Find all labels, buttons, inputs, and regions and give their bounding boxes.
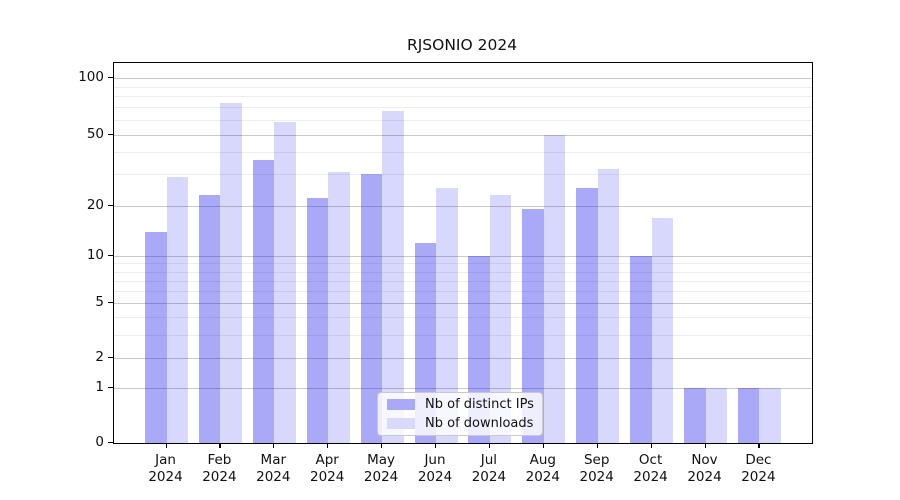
legend-swatch-downloads — [387, 418, 415, 429]
x-tick-label: Jul 2024 — [471, 452, 507, 485]
x-tick-mark — [596, 443, 598, 448]
y-tick-mark — [108, 302, 113, 304]
major-gridline — [114, 134, 812, 136]
x-tick-mark — [542, 443, 544, 448]
y-tick-mark — [108, 77, 113, 79]
y-tick-mark — [108, 255, 113, 257]
x-tick-mark — [219, 443, 221, 448]
y-tick-label: 1 — [95, 379, 104, 395]
x-tick-label: Oct 2024 — [633, 452, 668, 485]
y-tick-label: 20 — [86, 196, 104, 213]
x-tick-mark — [650, 443, 652, 448]
minor-gridline — [114, 271, 812, 273]
bar-distinct-ips — [576, 188, 598, 443]
x-tick-mark — [327, 443, 329, 448]
bar-distinct-ips — [737, 388, 760, 443]
legend-swatch-distinct-ips — [387, 399, 415, 410]
y-tick-mark — [108, 442, 113, 444]
x-tick-label: Jan 2024 — [148, 452, 183, 485]
minor-gridline — [114, 317, 812, 319]
y-tick-mark — [108, 133, 113, 135]
x-tick-label: Mar 2024 — [256, 452, 291, 485]
bar-downloads — [597, 169, 620, 443]
x-tick-label: Aug 2024 — [525, 452, 560, 485]
x-tick-mark — [488, 443, 491, 448]
bar-downloads — [220, 102, 242, 443]
bar-downloads — [274, 122, 296, 443]
bar-distinct-ips — [306, 198, 329, 443]
x-tick-mark — [704, 443, 706, 448]
minor-gridline — [114, 280, 812, 282]
legend-item-downloads: Nb of downloads — [387, 416, 533, 431]
bar-distinct-ips — [522, 209, 544, 443]
x-tick-mark — [273, 443, 275, 448]
minor-gridline — [114, 263, 812, 265]
minor-gridline — [114, 151, 812, 153]
x-tick-mark — [381, 443, 383, 448]
bar-downloads — [166, 176, 188, 443]
bar-distinct-ips — [630, 256, 652, 443]
x-tick-mark — [435, 443, 437, 448]
major-gridline — [114, 358, 812, 359]
minor-gridline — [114, 335, 812, 337]
bar-distinct-ips — [252, 160, 275, 443]
minor-gridline — [114, 96, 812, 98]
bar-downloads — [651, 217, 674, 443]
major-gridline — [114, 205, 812, 207]
y-tick-mark — [108, 357, 113, 359]
x-tick-label: Jun 2024 — [417, 452, 453, 485]
bar-downloads — [543, 134, 566, 443]
bar-downloads — [489, 194, 512, 443]
bar-distinct-ips — [360, 174, 383, 443]
bar-downloads — [328, 171, 350, 443]
major-gridline — [114, 256, 812, 257]
bar-downloads — [759, 388, 781, 443]
x-tick-mark — [165, 443, 167, 448]
bar-downloads — [382, 110, 404, 443]
minor-gridline — [114, 86, 812, 88]
legend-label-downloads: Nb of downloads — [425, 416, 534, 431]
x-tick-label: Apr 2024 — [310, 452, 345, 485]
bar-distinct-ips — [684, 388, 706, 443]
legend: Nb of distinct IPs Nb of downloads — [377, 392, 543, 436]
minor-gridline — [114, 119, 812, 121]
major-gridline — [114, 303, 812, 304]
x-tick-label: Nov 2024 — [687, 452, 722, 485]
minor-gridline — [114, 291, 812, 293]
legend-item-distinct-ips: Nb of distinct IPs — [387, 397, 534, 412]
plot-area — [113, 62, 813, 444]
x-tick-label: Sep 2024 — [579, 452, 614, 485]
x-tick-label: Dec 2024 — [741, 452, 776, 485]
x-tick-label: May 2024 — [363, 452, 399, 485]
minor-gridline — [114, 174, 812, 176]
major-gridline — [114, 78, 812, 79]
y-tick-label: 5 — [95, 294, 104, 310]
chart-title: RJSONIO 2024 — [406, 36, 518, 54]
bar-downloads — [436, 188, 458, 443]
major-gridline — [114, 388, 812, 389]
bar-distinct-ips — [198, 194, 221, 443]
y-tick-mark — [108, 387, 113, 389]
x-tick-label: Feb 2024 — [202, 452, 237, 485]
bar-distinct-ips — [145, 231, 167, 443]
legend-label-distinct-ips: Nb of distinct IPs — [425, 397, 534, 412]
y-tick-label: 50 — [86, 125, 104, 142]
y-tick-label: 10 — [86, 247, 104, 263]
x-tick-mark — [758, 443, 760, 448]
minor-gridline — [114, 107, 812, 109]
y-tick-label: 0 — [95, 434, 104, 450]
y-tick-mark — [108, 204, 113, 206]
bar-downloads — [705, 388, 727, 443]
y-tick-label: 100 — [78, 69, 104, 85]
y-tick-label: 2 — [95, 349, 104, 365]
